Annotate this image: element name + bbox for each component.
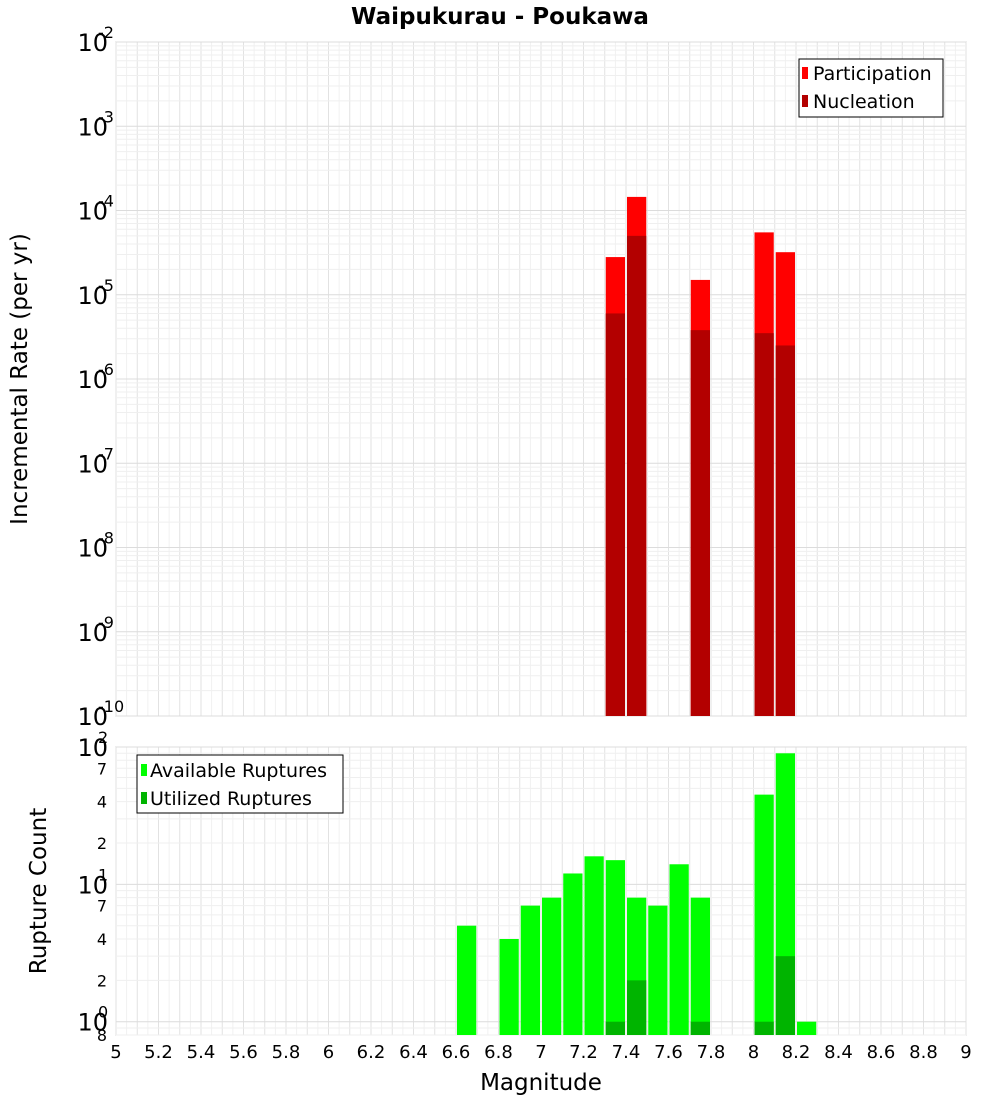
bottom-y-minor-tick-5: 2: [97, 971, 107, 990]
top-y-tick-base-6: 10: [77, 198, 108, 226]
top-bar-nucleation-3: [754, 333, 774, 716]
bottom-y-tick-exp-1: 1: [98, 865, 108, 884]
bottom-y-tick-exp-0: 2: [98, 728, 108, 747]
bottom-bar-available-ruptures-8: [648, 905, 668, 1035]
bottom-bar-available-ruptures-5: [584, 856, 604, 1035]
top-y-tick-exp-4: -6: [98, 360, 114, 379]
legend-swatch-utilized: [141, 792, 147, 804]
top-bar-nucleation-1: [627, 235, 647, 717]
bottom-y-axis-label: Rupture Count: [26, 808, 52, 974]
bottom-y-tick-base-2: 10: [77, 1009, 108, 1037]
bottom-bar-utilized-ruptures-4: [775, 956, 795, 1035]
top-y-tick-base-0: 10: [77, 703, 108, 731]
x-tick-2: 5.4: [187, 1042, 216, 1063]
bottom-bar-utilized-ruptures-3: [754, 1021, 774, 1035]
x-axis-label: Magnitude: [480, 1070, 602, 1096]
top-y-tick-base-7: 10: [77, 113, 108, 141]
x-tick-7: 6.4: [399, 1042, 428, 1063]
legend-swatch-participation: [802, 67, 808, 79]
bottom-y-minor-tick-1: 4: [97, 793, 107, 812]
x-tick-8: 6.6: [442, 1042, 471, 1063]
x-tick-12: 7.4: [612, 1042, 641, 1063]
top-y-tick-base-4: 10: [77, 366, 108, 394]
bottom-bar-utilized-ruptures-1: [627, 980, 647, 1035]
bottom-bar-utilized-ruptures-0: [605, 1021, 625, 1035]
top-y-tick-base-1: 10: [77, 619, 108, 647]
bottom-bar-available-ruptures-2: [520, 905, 540, 1035]
bottom-bar-available-ruptures-6: [605, 860, 625, 1035]
bottom-legend: Available Ruptures Utilized Ruptures: [136, 754, 344, 814]
top-y-tick-base-5: 10: [77, 282, 108, 310]
top-y-tick-base-3: 10: [77, 450, 108, 478]
x-tick-6: 6.2: [357, 1042, 386, 1063]
x-tick-17: 8.4: [824, 1042, 853, 1063]
x-tick-10: 7: [535, 1042, 546, 1063]
x-tick-13: 7.6: [654, 1042, 683, 1063]
x-tick-14: 7.8: [697, 1042, 726, 1063]
x-tick-18: 8.6: [867, 1042, 896, 1063]
top-bar-nucleation-0: [605, 313, 625, 716]
top-bar-nucleation-2: [690, 330, 710, 716]
x-tick-11: 7.2: [569, 1042, 598, 1063]
legend-available-ruptures: Available Ruptures: [150, 760, 327, 782]
bottom-bar-available-ruptures-0: [457, 925, 477, 1035]
bottom-bar-available-ruptures-13: [797, 1021, 817, 1035]
x-tick-9: 6.8: [484, 1042, 513, 1063]
top-y-tick-exp-5: -5: [98, 276, 114, 295]
top-legend: Participation Nucleation: [798, 58, 944, 118]
top-y-tick-exp-6: -4: [98, 192, 114, 211]
bottom-bars: [457, 753, 817, 1035]
x-tick-5: 6: [323, 1042, 334, 1063]
x-tick-3: 5.6: [229, 1042, 258, 1063]
x-tick-16: 8.2: [782, 1042, 811, 1063]
bottom-y-minor-tick-3: 7: [97, 897, 107, 916]
top-y-axis-label: Incremental Rate (per yr): [7, 233, 33, 525]
legend-swatch-nucleation: [802, 95, 808, 107]
bottom-bar-available-ruptures-11: [754, 794, 774, 1035]
x-tick-4: 5.8: [272, 1042, 301, 1063]
top-y-tick-exp-2: -8: [98, 529, 114, 548]
bottom-y-minor-tick-6: 8: [97, 1026, 107, 1045]
top-bars: [605, 196, 795, 717]
x-tick-0: 5: [110, 1042, 121, 1063]
legend-utilized-ruptures: Utilized Ruptures: [150, 788, 312, 810]
legend-participation: Participation: [813, 63, 932, 85]
bottom-y-minor-tick-0: 7: [97, 759, 107, 778]
top-y-tick-exp-1: -9: [98, 613, 114, 632]
top-y-tick-base-2: 10: [77, 535, 108, 563]
top-gridlines: [115, 41, 967, 717]
bottom-bar-available-ruptures-4: [563, 873, 583, 1035]
x-tick-15: 8: [748, 1042, 759, 1063]
legend-swatch-available: [141, 764, 147, 776]
legend-nucleation: Nucleation: [813, 91, 915, 113]
bottom-y-minor-tick-2: 2: [97, 834, 107, 853]
x-tick-1: 5.2: [144, 1042, 173, 1063]
bottom-bar-available-ruptures-3: [542, 897, 562, 1035]
x-tick-labels: 5 5.2 5.4 5.6 5.8 6 6.2 6.4 6.6 6.8 7 7.2 7.4 7.6 7.8 8…: [110, 1042, 971, 1063]
top-bar-nucleation-4: [775, 345, 795, 716]
top-y-tick-exp-8: -2: [98, 23, 114, 42]
x-tick-19: 8.8: [909, 1042, 938, 1063]
bottom-y-tick-base-0: 10: [77, 734, 108, 762]
bottom-bar-available-ruptures-9: [669, 864, 689, 1035]
bottom-bar-available-ruptures-1: [499, 939, 519, 1035]
bottom-y-minor-tick-4: 4: [97, 930, 107, 949]
top-y-tick-exp-7: -3: [98, 107, 114, 126]
bottom-bar-utilized-ruptures-2: [690, 1021, 710, 1035]
bottom-y-tick-base-1: 10: [77, 871, 108, 899]
top-y-tick-exp-0: -10: [98, 697, 124, 716]
bottom-bar-available-ruptures-10: [690, 897, 710, 1035]
top-y-tick-base-8: 10: [77, 29, 108, 57]
bottom-y-tick-exp-2: 0: [98, 1003, 108, 1022]
top-y-tick-exp-3: -7: [98, 444, 114, 463]
x-tick-20: 9: [960, 1042, 971, 1063]
chart-title: Waipukurau - Poukawa: [351, 4, 649, 30]
